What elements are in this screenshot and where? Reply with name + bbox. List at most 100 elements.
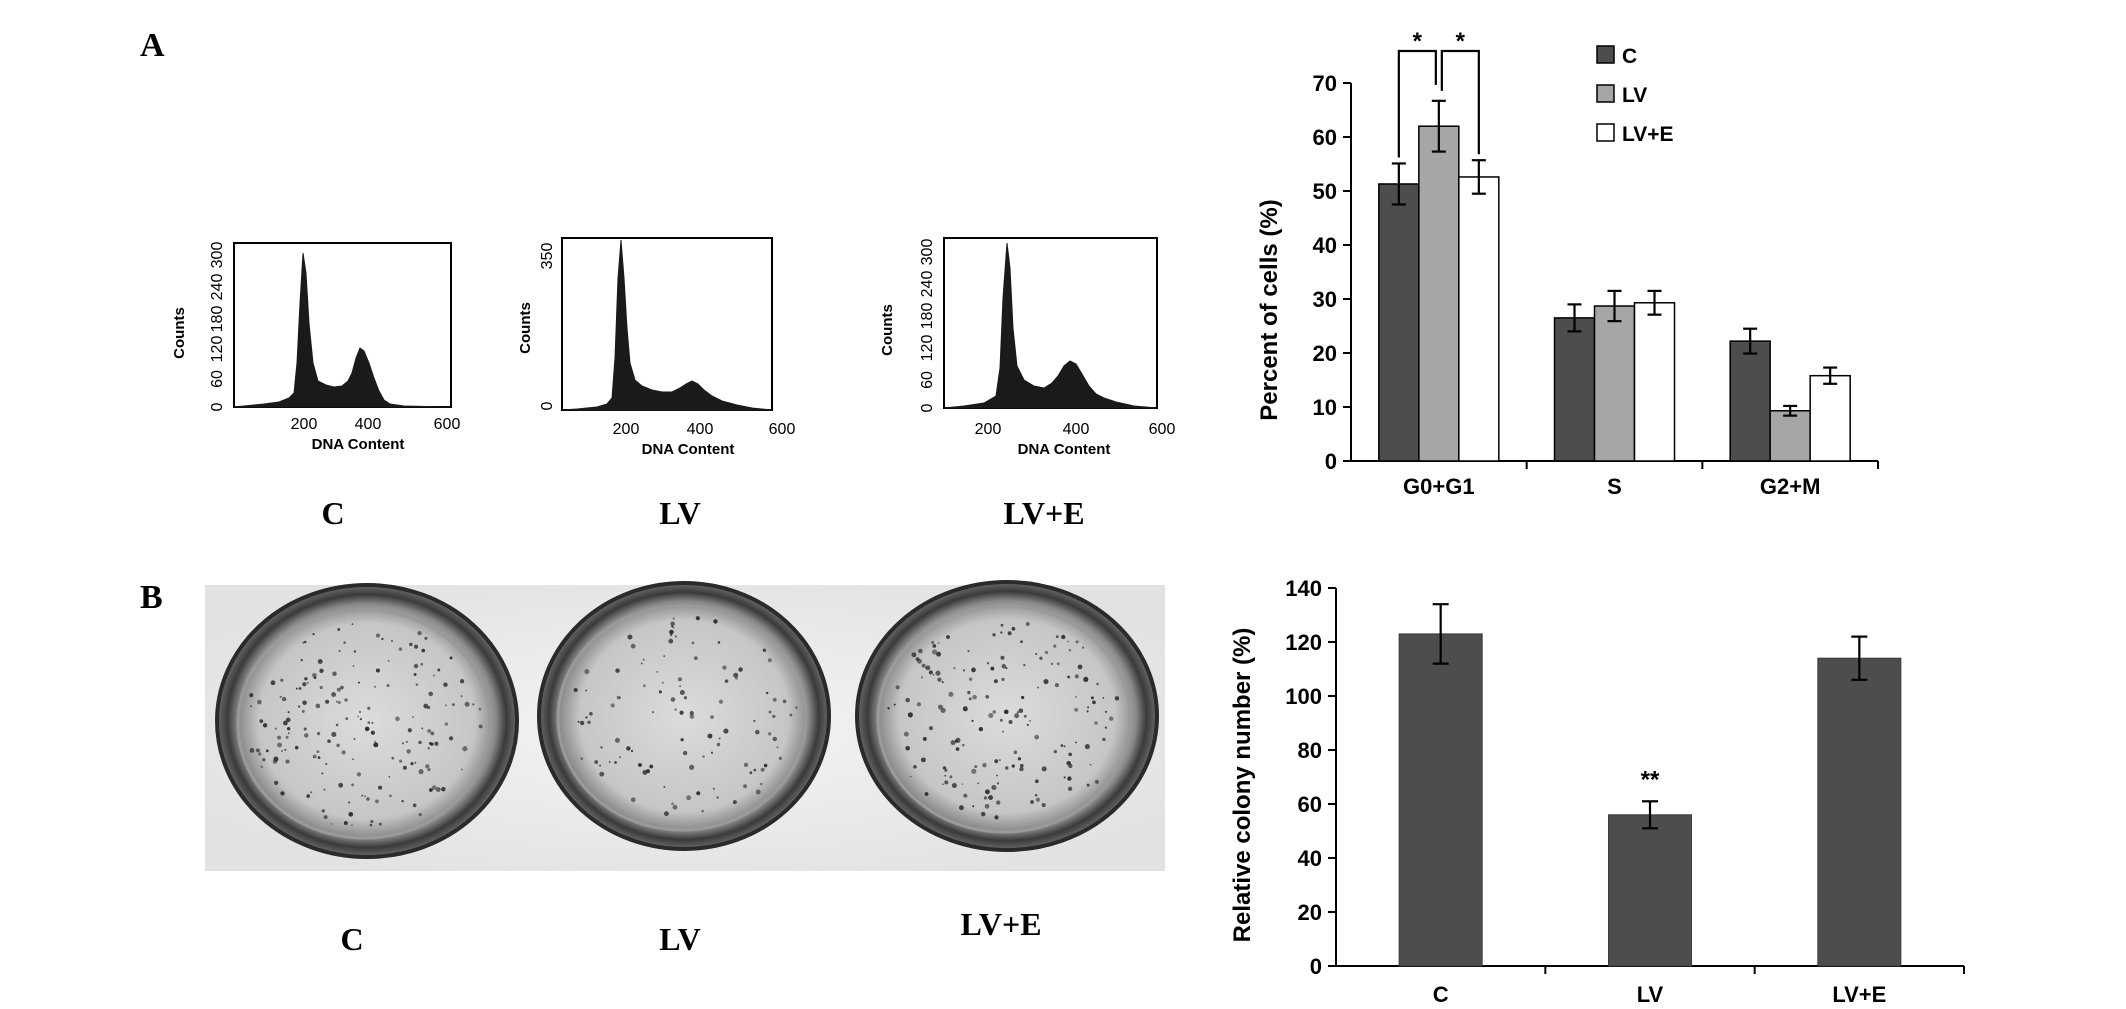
plate-caption: LV+E [960,906,1041,942]
bar-c-s [1553,317,1596,462]
hist-y-tick: 350 [539,243,556,270]
hist-y-tick: 180 [919,303,936,330]
bar-lv-g0-g1 [1418,125,1460,462]
y-tick-label: 100 [1285,684,1322,709]
hist-x-tick: 200 [613,421,640,438]
bar-colony-lv-e [1817,657,1902,967]
histogram-caption: LV [659,495,701,531]
hist-x-tick: 600 [1149,421,1176,438]
y-tick-label: 10 [1313,395,1337,420]
hist-y-tick: 300 [919,239,936,266]
y-tick-label: 0 [1325,449,1337,474]
histogram-y-ticks: 0 60 120 180 240 300 [209,242,226,412]
legend-swatch [1596,45,1615,64]
hist-y-tick: 120 [209,336,226,363]
hist-y-tick: 240 [209,274,226,301]
petri-dish-lv [537,581,831,851]
legend-label: C [1622,45,1637,68]
hist-y-tick: 0 [539,401,556,410]
petri-dish-c [215,583,519,859]
hist-x-label: DNA Content [312,436,405,453]
histogram-frame [943,237,1158,409]
hist-y-label: Counts [171,307,188,359]
hist-x-tick: 600 [434,416,461,433]
y-tick-label: 20 [1313,341,1337,366]
histogram-lv-e: 0 60 120 180 240 300 Counts 200 400 600 … [879,237,1176,458]
histogram-frame [561,237,773,411]
chart-a-y-title: Percent of cells (%) [1256,199,1283,420]
x-category-label: G2+M [1760,474,1821,499]
histogram-frame [233,242,452,408]
bar-colony-lv [1608,814,1692,967]
x-category-label: G0+G1 [1403,474,1475,499]
y-tick-label: 70 [1313,71,1337,96]
bar-lv-e-g0-g1 [1458,176,1500,462]
bar-lv-e-g2-m [1809,374,1851,462]
hist-y-tick: 0 [209,402,226,411]
hist-x-label: DNA Content [642,441,735,458]
histogram-c: 0 60 120 180 240 300 Counts 200 400 600 … [171,242,460,453]
y-tick-label: 50 [1313,179,1337,204]
bar-lv-s [1593,305,1636,462]
significance-mark: * [1413,28,1423,55]
legend-label: LV [1622,84,1647,107]
significance-mark: ** [1641,766,1660,793]
significance-bracket [1440,49,1480,155]
significance-mark: * [1456,28,1466,55]
chart-a-marks: 0 10 20 30 40 50 60 70 G0+G1 S G2+M * * C LV LV+E [1313,28,1879,499]
histogram-y-ticks: 0 350 [539,243,556,411]
plate-caption: LV [659,921,701,957]
y-tick-label: 40 [1313,233,1337,258]
colony-bar-chart: Relative colony number (%) 0 20 40 60 80 100 1… [1229,576,1965,1007]
y-tick-label: 140 [1285,576,1322,601]
chart-b-y-title: Relative colony number (%) [1229,628,1256,943]
x-category-label: LV [1637,982,1664,1007]
hist-x-tick: 400 [355,416,382,433]
histogram-caption: LV+E [1003,495,1084,531]
hist-y-tick: 240 [919,271,936,298]
hist-y-tick: 60 [919,371,936,389]
y-tick-label: 0 [1310,954,1322,979]
hist-y-tick: 120 [919,335,936,362]
bar-c-g0-g1 [1378,183,1420,462]
panel-letter-a: A [140,27,165,64]
chart-b-marks: 0 20 40 60 80 100 120 140 C LV ** LV+E [1285,576,1965,1007]
hist-x-tick: 400 [1063,421,1090,438]
y-tick-label: 60 [1298,792,1322,817]
y-tick-label: 40 [1298,846,1322,871]
bar-lv-e-s [1633,302,1676,462]
legend-label: LV+E [1622,123,1674,146]
hist-x-tick: 200 [975,421,1002,438]
hist-x-tick: 600 [769,421,796,438]
legend-swatch [1596,84,1615,103]
hist-y-tick: 180 [209,306,226,333]
bar-colony-c [1398,633,1483,967]
petri-dish-lv-e [855,580,1159,852]
hist-x-label: DNA Content [1018,441,1111,458]
x-category-label: C [1433,982,1449,1007]
y-tick-label: 30 [1313,287,1337,312]
bar-c-g2-m [1729,340,1771,462]
panel-letter-b: B [140,579,163,616]
hist-y-tick: 0 [919,403,936,412]
plate-caption: C [340,921,363,957]
hist-y-tick: 60 [209,370,226,388]
plate-photo [205,580,1165,871]
hist-y-tick: 300 [209,242,226,269]
histogram-lv: 0 350 Counts 200 400 600 DNA Content [517,237,796,458]
hist-y-label: Counts [879,304,896,356]
histogram-caption: C [321,495,344,531]
x-category-label: S [1607,474,1622,499]
histogram-y-ticks: 0 60 120 180 240 300 [919,239,936,413]
hist-x-tick: 200 [291,416,318,433]
hist-x-tick: 400 [687,421,714,438]
significance-bracket [1397,49,1437,158]
hist-y-label: Counts [517,302,534,354]
legend-swatch [1596,123,1615,142]
y-tick-label: 80 [1298,738,1322,763]
histogram-peaks [561,239,773,411]
y-tick-label: 60 [1313,125,1337,150]
cell-cycle-bar-chart: Percent of cells (%) 0 10 20 30 40 50 60 70 G0+G… [1256,28,1879,499]
